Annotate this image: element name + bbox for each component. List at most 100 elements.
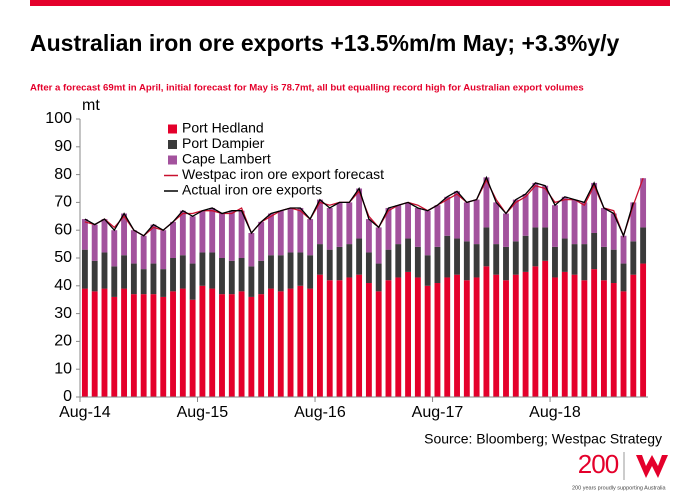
- bar-segment: [414, 207, 421, 247]
- bar-segment: [248, 296, 255, 397]
- bar-segment: [503, 213, 509, 247]
- y-tick-label: 60: [54, 221, 72, 238]
- bar-segment: [434, 283, 441, 397]
- bar-segment: [228, 210, 235, 261]
- bar-segment: [121, 288, 128, 397]
- bar-segment: [434, 246, 441, 284]
- bar-segment: [336, 246, 343, 281]
- bar-segment: [189, 263, 196, 300]
- bar-segment: [150, 224, 157, 264]
- bar-segment: [620, 235, 627, 264]
- source-note: Source: Bloomberg; Westpac Strategy: [424, 431, 662, 447]
- bar-segment: [640, 178, 647, 228]
- bar-segment: [326, 207, 333, 250]
- bar-segment: [238, 258, 245, 292]
- bar-segment: [444, 196, 451, 236]
- y-tick-label: 100: [45, 110, 72, 127]
- bar-segment: [209, 288, 216, 397]
- bar-segment: [365, 283, 372, 397]
- bar-segment: [179, 255, 186, 289]
- bar-segment: [297, 252, 304, 286]
- bar-segment: [268, 213, 274, 256]
- bar-segment: [532, 227, 539, 267]
- bar-segment: [277, 255, 284, 292]
- bar-segment: [140, 294, 147, 397]
- bar-segment: [277, 291, 284, 397]
- y-tick-label: 10: [54, 360, 72, 377]
- bar-segment: [581, 202, 588, 245]
- bar-segment: [385, 280, 392, 397]
- bar-segment: [591, 182, 598, 233]
- y-tick-label: 90: [54, 138, 72, 155]
- bar-segment: [356, 188, 363, 239]
- bar-segment: [375, 291, 382, 397]
- bar-segment: [189, 216, 196, 264]
- bar-segment: [101, 288, 108, 397]
- header-strip: [30, 0, 670, 6]
- bar-segment: [130, 294, 137, 397]
- bar-segment: [268, 288, 274, 397]
- bar-segment: [493, 274, 500, 397]
- bar-segment: [532, 182, 539, 228]
- bar-segment: [581, 244, 588, 281]
- bar-segment: [424, 255, 431, 286]
- bar-segment: [473, 277, 480, 397]
- bar-segment: [571, 244, 578, 275]
- bar-segment: [375, 227, 382, 264]
- bar-segment: [189, 299, 196, 397]
- bar-segment: [512, 199, 519, 242]
- bar-segment: [316, 274, 323, 397]
- bar-segment: [170, 258, 176, 292]
- bar-segment: [444, 235, 451, 278]
- bar-segment: [630, 274, 637, 397]
- bar-segment: [91, 260, 98, 292]
- bar-segment: [346, 244, 353, 278]
- bar-segment: [356, 274, 363, 397]
- bar-segment: [454, 274, 460, 397]
- bar-segment: [434, 205, 441, 247]
- bar-segment: [199, 252, 206, 286]
- y-axis-label: mt: [82, 97, 100, 114]
- bar-segment: [228, 294, 235, 397]
- y-tick-label: 30: [54, 305, 72, 322]
- legend-swatch: [168, 140, 177, 149]
- bar-segment: [219, 294, 225, 397]
- x-tick-label: Aug-18: [529, 404, 581, 421]
- bar-segment: [160, 296, 167, 397]
- bar-segment: [414, 277, 421, 397]
- bar-segment: [591, 269, 598, 397]
- bar-segment: [552, 205, 558, 247]
- legend-label: Westpac iron ore export forecast: [182, 166, 384, 182]
- bar-segment: [277, 210, 284, 256]
- bar-segment: [454, 238, 460, 275]
- line-series: [84, 175, 634, 238]
- bar-segment: [405, 238, 412, 272]
- bar-segment: [395, 205, 402, 245]
- bar-segment: [522, 194, 529, 236]
- x-tick-label: Aug-17: [412, 404, 464, 421]
- x-tick-label: Aug-14: [59, 404, 111, 421]
- bar-segment: [111, 230, 118, 267]
- bar-segment: [121, 213, 128, 256]
- bar-segment: [228, 260, 235, 295]
- line-series: [84, 177, 644, 238]
- bar-segment: [591, 232, 598, 270]
- bar-segment: [385, 207, 392, 250]
- bar-segment: [375, 263, 382, 292]
- legend-label: Port Hedland: [182, 120, 264, 136]
- bar-segment: [512, 241, 519, 275]
- bar-segment: [356, 238, 363, 275]
- bar-segment: [630, 241, 637, 275]
- logo-number: 200: [578, 449, 619, 479]
- bar-segment: [581, 280, 588, 397]
- bar-segment: [179, 210, 186, 256]
- bar-segment: [287, 207, 294, 253]
- bar-segment: [571, 274, 578, 397]
- bar-segment: [111, 296, 118, 397]
- bar-segment: [199, 210, 206, 253]
- bar-segment: [405, 202, 412, 239]
- bar-segment: [268, 255, 274, 289]
- legend-swatch: [168, 124, 177, 134]
- bar-segment: [150, 294, 157, 397]
- bar-segment: [630, 202, 637, 242]
